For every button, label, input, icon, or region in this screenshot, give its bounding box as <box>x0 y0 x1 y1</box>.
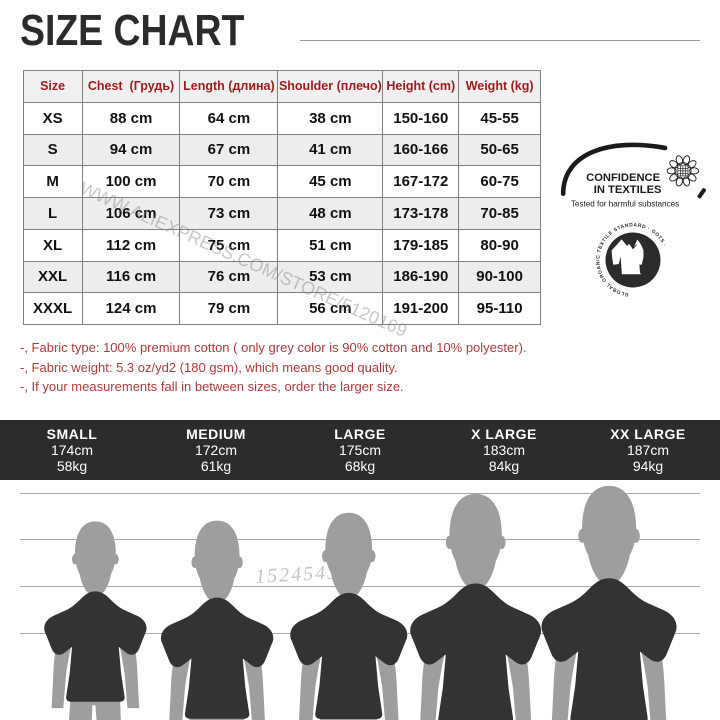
svg-text:CONFIDENCE: CONFIDENCE <box>586 172 661 184</box>
svg-text:Tested for harmful substances: Tested for harmful substances <box>571 200 679 209</box>
svg-text:IN TEXTILES: IN TEXTILES <box>594 184 662 196</box>
